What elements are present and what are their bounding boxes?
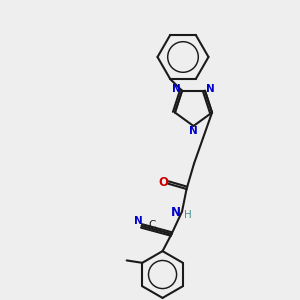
- Text: N: N: [171, 206, 181, 219]
- Text: N: N: [206, 84, 215, 94]
- Text: N: N: [172, 84, 181, 94]
- Text: N: N: [189, 126, 198, 136]
- Text: O: O: [158, 176, 168, 189]
- Text: C: C: [148, 220, 156, 230]
- Text: H: H: [184, 209, 191, 220]
- Text: N: N: [134, 215, 143, 226]
